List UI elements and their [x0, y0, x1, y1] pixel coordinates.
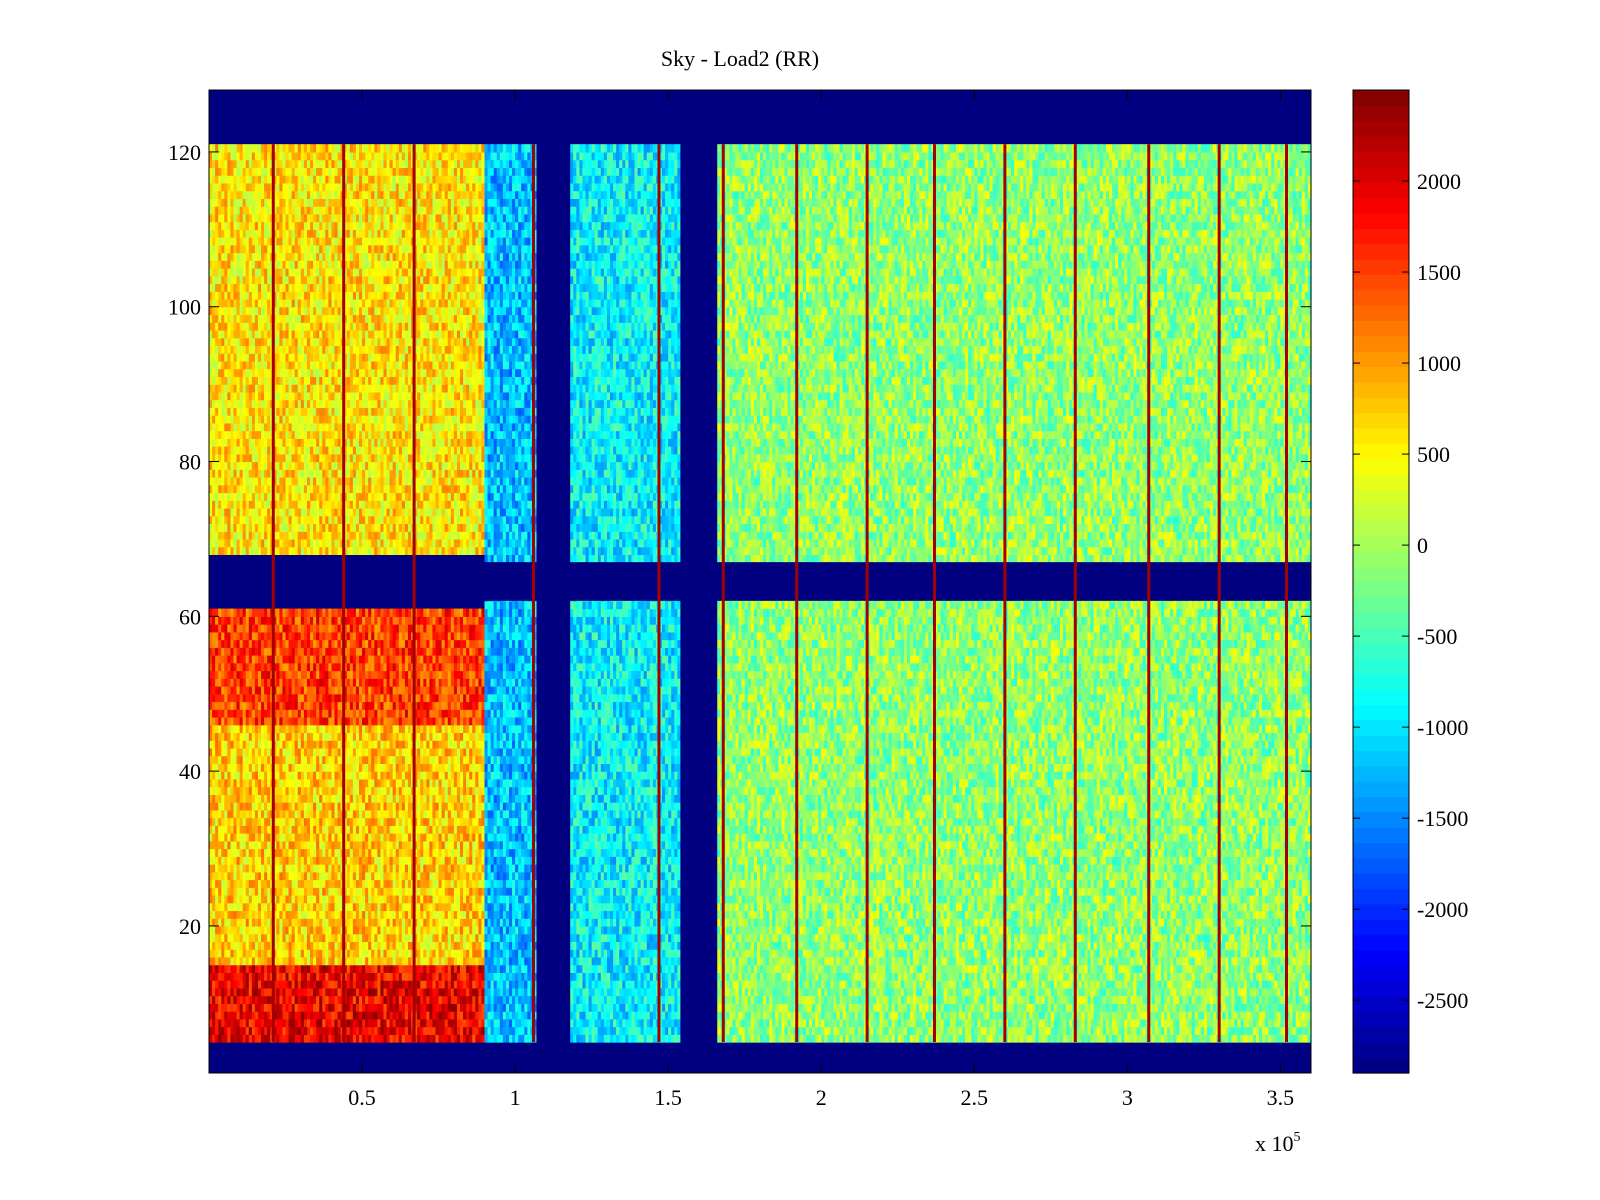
heatmap-chart: Sky - Load2 (RR) 0.5 1 1.5 2 2.5 3 3.5 2040608…: [0, 0, 1600, 1200]
chart-title: Sky - Load2 (RR): [661, 46, 819, 71]
